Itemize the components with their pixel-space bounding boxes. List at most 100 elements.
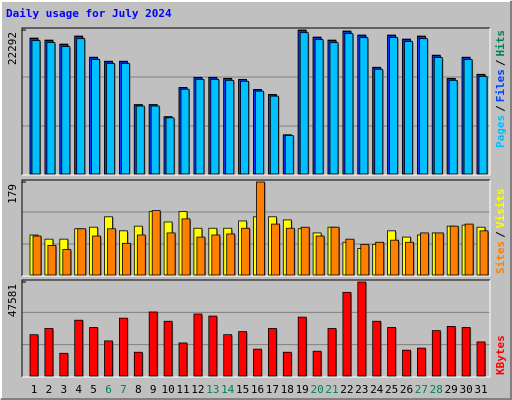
bar [327, 328, 337, 377]
bar [210, 78, 220, 175]
bar [31, 40, 41, 175]
bar [419, 232, 429, 276]
bar [374, 68, 384, 175]
x-tick-label: 30 [459, 383, 472, 396]
bar [402, 349, 411, 377]
legend-separator: / [494, 105, 507, 112]
panel-border-light [22, 180, 491, 277]
legend: KBytes [494, 335, 507, 375]
bar [479, 230, 489, 276]
bar [181, 218, 191, 276]
bar [433, 57, 443, 175]
bar [372, 320, 382, 377]
bar [461, 327, 471, 377]
x-tick-label: 31 [474, 383, 487, 396]
bar [360, 243, 370, 276]
bar [255, 90, 264, 175]
x-tick-label: 23 [355, 383, 368, 396]
bar [196, 236, 206, 276]
bar [195, 78, 205, 175]
panel-border-light [22, 280, 491, 378]
bar [300, 226, 310, 276]
x-tick-label: 6 [105, 383, 112, 396]
x-tick-label: 10 [161, 383, 174, 396]
bar [61, 46, 71, 175]
x-tick-label: 28 [430, 383, 443, 396]
bar [163, 320, 173, 377]
bar [345, 238, 355, 276]
bar [446, 326, 456, 377]
x-tick-label: 11 [176, 383, 189, 396]
bar [76, 38, 86, 175]
bar [344, 33, 354, 175]
bar [89, 327, 98, 377]
bar [390, 239, 400, 276]
bar [106, 63, 115, 175]
bar [329, 42, 339, 175]
bar [389, 37, 399, 175]
bar [226, 233, 236, 276]
legend-item: Hits [494, 30, 507, 57]
bar [46, 42, 56, 175]
x-tick-label: 19 [296, 383, 309, 396]
x-tick-label: 27 [415, 383, 428, 396]
bar [256, 181, 265, 276]
bar [312, 350, 322, 377]
bar [314, 39, 324, 175]
bar [77, 228, 87, 276]
chart-title: Daily usage for July 2024 [6, 7, 172, 20]
bar [359, 37, 369, 175]
bar [47, 244, 57, 276]
legend-item: KBytes [494, 335, 507, 375]
panel-border-dark [21, 179, 490, 276]
x-tick-label: 7 [120, 383, 127, 396]
legend: Pages / Files / Hits [494, 30, 507, 148]
bar [463, 59, 473, 175]
bar [315, 235, 325, 276]
bar [121, 63, 130, 175]
x-tick-label: 2 [46, 383, 53, 396]
bar [151, 210, 161, 276]
bar [282, 351, 292, 377]
x-tick-label: 22 [340, 383, 353, 396]
panel-border-light [22, 28, 491, 176]
legend-separator: / [494, 231, 507, 238]
x-tick-label: 3 [60, 383, 67, 396]
bar [59, 352, 69, 377]
panel-border-dark [21, 279, 490, 377]
bar [135, 105, 145, 175]
bar [284, 135, 294, 175]
bar [269, 95, 279, 175]
bar [267, 328, 277, 377]
bar [107, 228, 116, 276]
panel-border-dark [21, 27, 490, 175]
bar [285, 227, 295, 276]
legend-item: Sites [494, 241, 507, 274]
bar [464, 223, 474, 276]
x-tick-label: 15 [236, 383, 249, 396]
bar [62, 249, 72, 276]
bar [165, 117, 175, 175]
bar [136, 234, 146, 276]
x-tick-label: 21 [325, 383, 338, 396]
bar [74, 319, 84, 377]
x-tick-label: 24 [370, 383, 384, 396]
bar [476, 341, 486, 377]
bar [478, 76, 488, 175]
bar [418, 38, 428, 175]
bar [193, 313, 203, 377]
bar [238, 331, 248, 377]
bar [434, 232, 444, 276]
bar [375, 241, 385, 276]
x-tick-label: 16 [251, 383, 264, 396]
bar [148, 311, 158, 377]
bar [44, 328, 54, 377]
bar [180, 88, 190, 175]
legend: Sites / Visits [494, 189, 507, 275]
x-tick-label: 9 [150, 383, 157, 396]
bar [431, 330, 441, 377]
x-tick-label: 5 [90, 383, 97, 396]
x-tick-label: 25 [385, 383, 398, 396]
bar [166, 232, 176, 276]
